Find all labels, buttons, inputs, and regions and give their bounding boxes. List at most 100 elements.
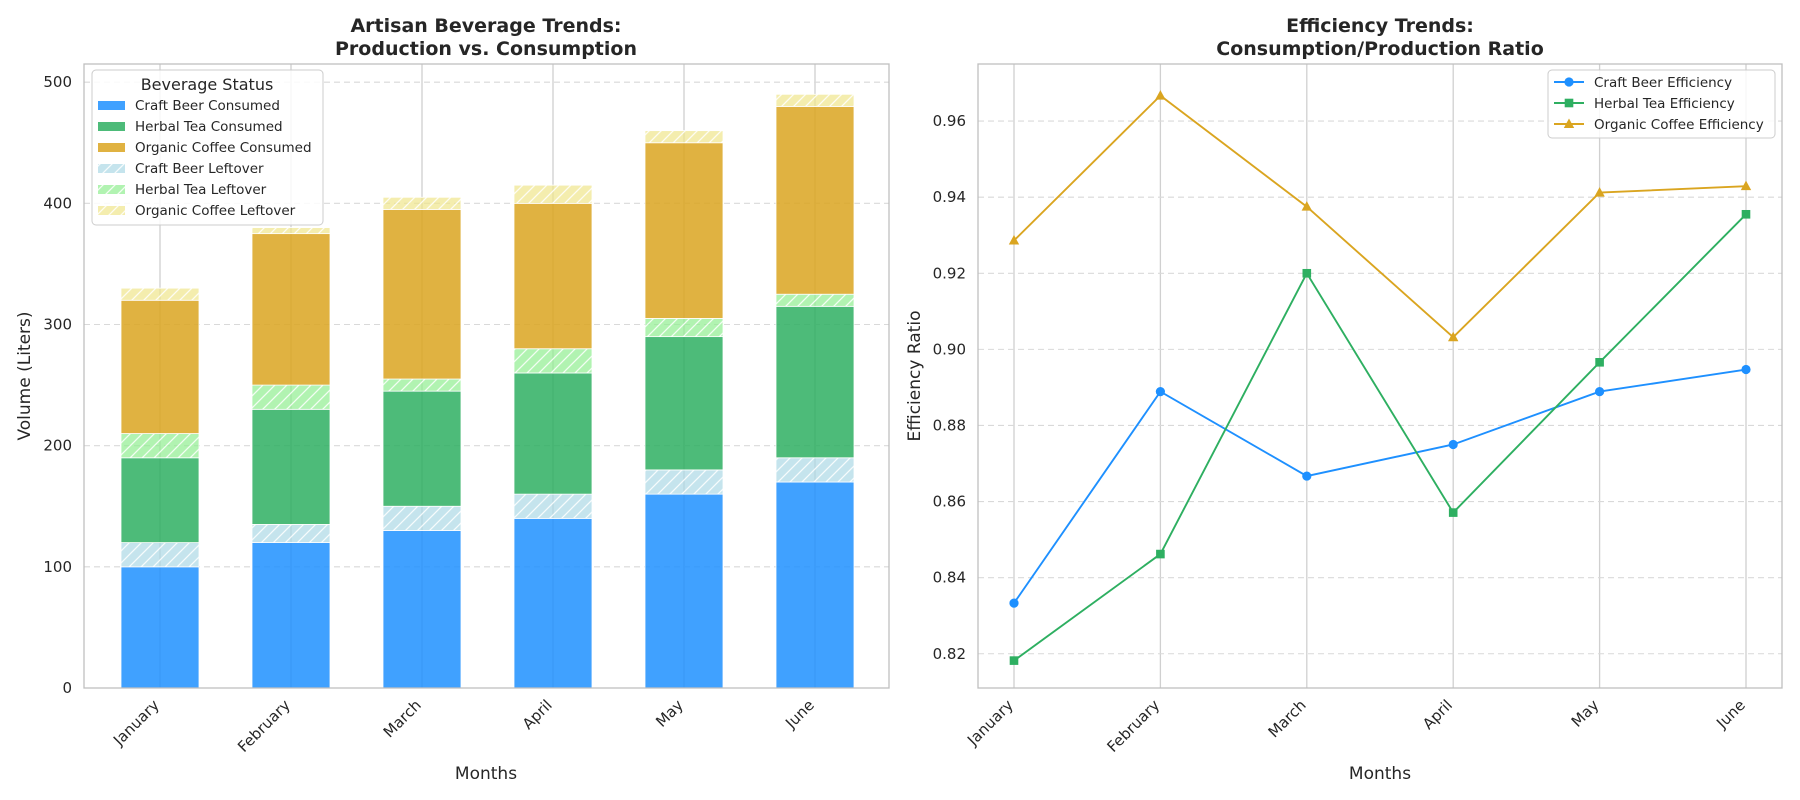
left-y-tick-label: 0 [62,679,72,697]
right-y-tick-label: 0.90 [933,340,966,358]
right-x-tick-label: March [1265,696,1310,741]
right-y-tick-label: 0.96 [933,112,966,130]
left-y-tick-label: 100 [43,558,72,576]
point-craft-beer-efficiency-january [1009,598,1019,608]
bar-hatch-organic-coffee-leftover-january [121,288,199,301]
efficiency-chart: Efficiency Trends: Consumption/Productio… [905,15,1783,784]
bar-hatch-organic-coffee-leftover-march [383,197,461,210]
left-x-ticks: January February March April May June [109,696,818,756]
bar-hatch-craft-beer-leftover-january [121,542,199,567]
right-lines [1008,90,1752,665]
production-consumption-chart: Artisan Beverage Trends: Production vs. … [15,15,890,784]
right-legend-box [1547,69,1776,139]
right-x-ticks: January February March April May June [963,696,1749,756]
right-plot-frame [977,63,1783,689]
point-organic-coffee-efficiency-june [1740,180,1752,191]
right-grid [978,64,1782,688]
bar-craft-beer-consumed-february [251,542,331,689]
point-herbal-tea-efficiency-january [1009,656,1019,665]
bar-hatch-craft-beer-leftover-march [383,506,461,531]
left-x-tick-label: April [519,696,556,733]
left-y-tick-label: 500 [43,73,72,91]
bar-herbal-tea-consumed-june [775,305,855,459]
left-legend-title: Beverage Status [141,75,274,94]
right-y-tick-label: 0.86 [933,493,966,511]
point-organic-coffee-efficiency-february [1155,90,1166,100]
point-organic-coffee-efficiency-january [1008,235,1020,245]
point-craft-beer-efficiency-april [1448,439,1458,450]
bar-hatch-organic-coffee-leftover-june [776,94,854,107]
legend-label-organic-coffee-consumed: Organic Coffee Consumed [135,140,312,156]
bar-hatch-herbal-tea-leftover-february [252,385,330,410]
legend-swatch-hatch-organic-coffee-leftover [98,206,125,215]
left-x-tick-label: May [652,696,687,731]
right-y-tick-label: 0.94 [933,188,966,206]
point-organic-coffee-efficiency-april [1448,331,1459,342]
point-craft-beer-efficiency-may [1595,387,1605,397]
right-legend: Craft Beer Efficiency Herbal Tea Efficien… [1547,69,1776,139]
right-x-tick-label: April [1419,696,1456,733]
left-plot-frame [83,63,890,689]
right-x-tick-label: May [1568,696,1603,731]
bar-craft-beer-consumed-june [775,481,855,689]
legend-swatch-hatch-craft-beer-leftover [98,164,125,173]
bar-hatch-herbal-tea-leftover-january [121,433,199,458]
legend-label-herbal-tea-leftover: Herbal Tea Leftover [135,182,267,198]
left-y-tick-label: 300 [43,316,72,334]
bar-hatch-herbal-tea-leftover-june [776,294,854,307]
legend-label-craft-beer-consumed: Craft Beer Consumed [135,98,280,114]
bar-hatch-organic-coffee-leftover-february [252,227,330,234]
bar-herbal-tea-consumed-january [120,457,200,544]
right-y-ticks: 0.82 0.84 0.86 0.88 0.90 0.92 0.94 0.96 [933,112,966,663]
bar-craft-beer-consumed-march [382,530,462,689]
right-legend-items: Craft Beer Efficiency Herbal Tea Efficien… [1554,75,1764,133]
legend-label-organic-coffee-leftover: Organic Coffee Leftover [135,203,296,219]
bar-hatch-craft-beer-leftover-february [252,524,330,543]
legend-label-herbal-tea-efficiency: Herbal Tea Efficiency [1594,96,1735,112]
legend-swatch-organic-coffee-consumed [98,143,125,152]
bar-hatch-herbal-tea-leftover-april [514,348,592,373]
left-x-tick-label: February [234,696,294,756]
bar-organic-coffee-consumed-january [120,299,200,434]
right-x-axis-label: Months [1349,764,1411,784]
right-x-tick-label: June [1712,696,1749,733]
legend-label-craft-beer-efficiency: Craft Beer Efficiency [1594,75,1732,91]
left-legend: Beverage Status Craft Beer Consumed Herba… [91,69,324,226]
right-y-tick-label: 0.84 [933,569,966,587]
point-craft-beer-efficiency-march [1302,471,1312,481]
right-x-tick-label: February [1104,696,1164,756]
left-bars [120,93,855,689]
legend-marker-craft-beer-efficiency [1564,77,1574,87]
bar-craft-beer-consumed-january [120,566,200,689]
bar-craft-beer-consumed-may [644,493,724,689]
left-x-tick-label: March [380,696,425,741]
left-y-ticks: 0 100 200 300 400 500 [43,73,72,697]
point-craft-beer-efficiency-june [1741,364,1751,375]
bar-organic-coffee-consumed-february [251,233,331,386]
bar-organic-coffee-consumed-june [775,106,855,295]
right-y-tick-label: 0.88 [933,416,966,434]
bar-herbal-tea-consumed-may [644,336,724,471]
point-herbal-tea-efficiency-june [1741,209,1751,219]
bar-herbal-tea-consumed-february [251,408,331,525]
point-herbal-tea-efficiency-april [1448,508,1458,517]
point-organic-coffee-efficiency-may [1594,187,1605,197]
bar-craft-beer-consumed-april [513,517,593,689]
point-craft-beer-efficiency-february [1155,387,1165,397]
bar-hatch-herbal-tea-leftover-march [383,379,461,392]
bar-organic-coffee-consumed-march [382,208,462,380]
point-organic-coffee-efficiency-march [1301,201,1312,211]
bar-hatch-organic-coffee-leftover-may [645,130,723,143]
right-y-axis-label: Efficiency Ratio [905,311,925,442]
bar-herbal-tea-consumed-april [513,372,593,495]
right-chart-subtitle: Consumption/Production Ratio [1216,38,1544,60]
legend-swatch-craft-beer-consumed [98,101,125,110]
left-x-tick-label: January [109,696,163,750]
left-y-axis-label: Volume (Liters) [15,311,35,440]
right-y-tick-label: 0.92 [933,264,966,282]
bar-hatch-organic-coffee-leftover-april [514,185,592,204]
line-craft-beer-efficiency [1013,368,1747,604]
line-organic-coffee-efficiency [1013,94,1747,339]
point-herbal-tea-efficiency-february [1156,549,1165,559]
